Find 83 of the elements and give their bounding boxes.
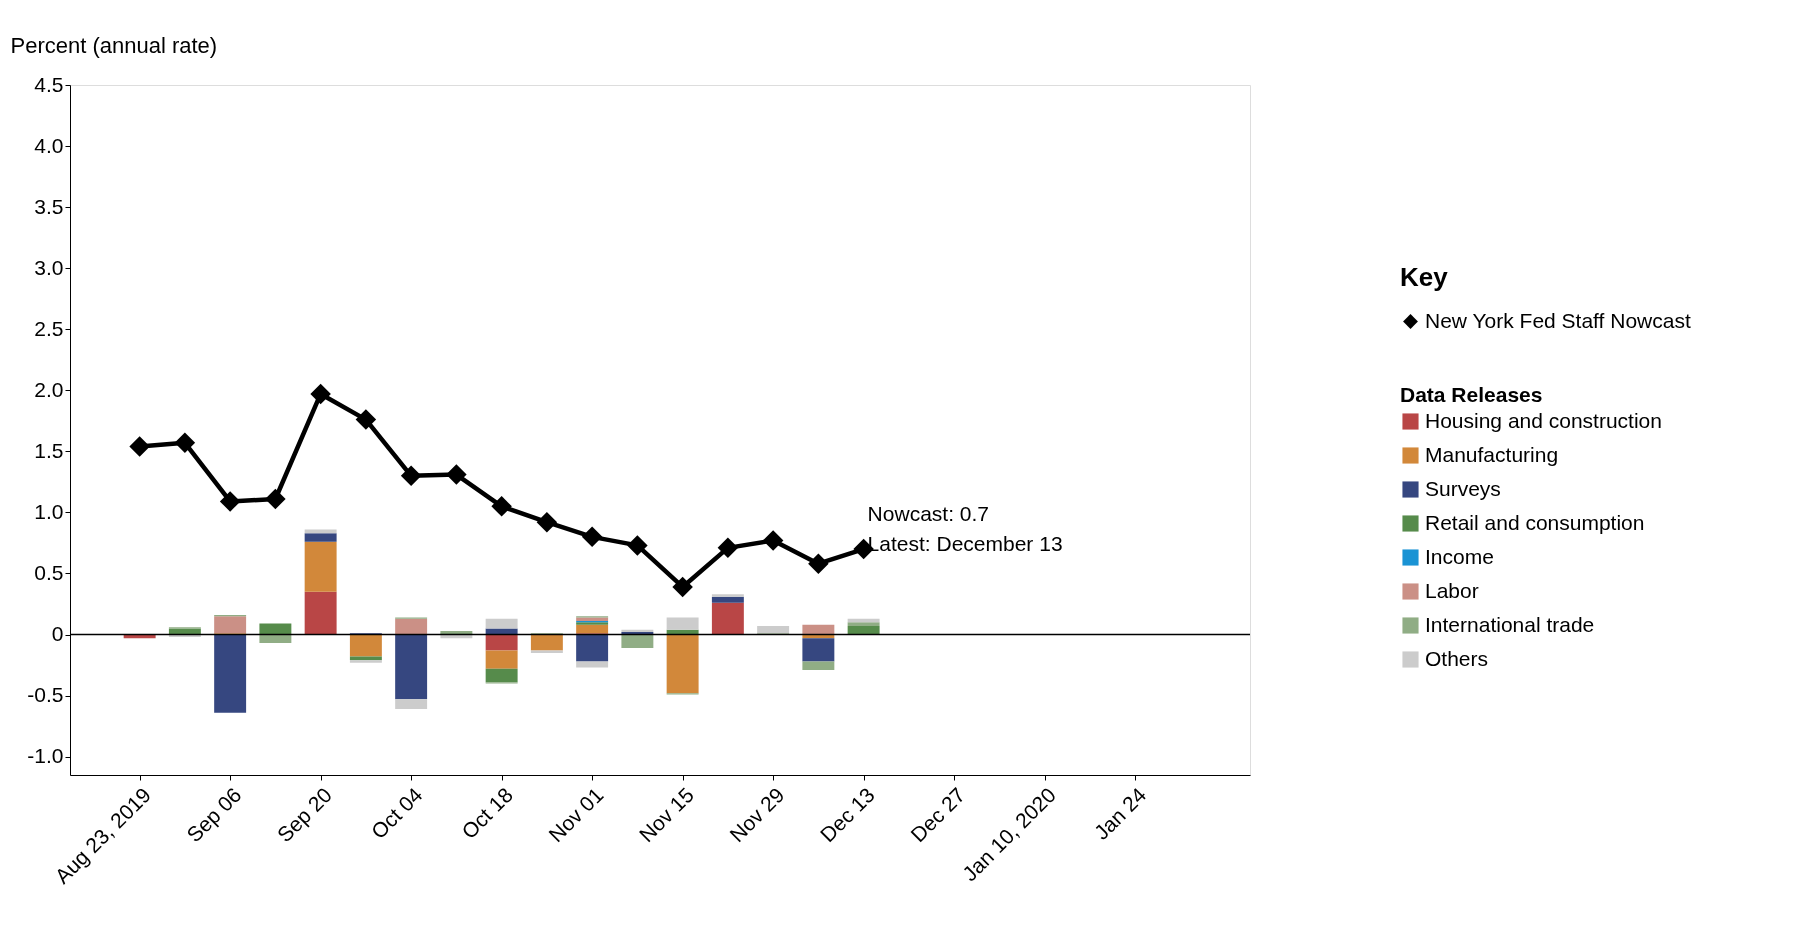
- point: [581, 526, 603, 548]
- y-tick-label: 2.5: [34, 316, 64, 340]
- bar: [666, 617, 699, 630]
- bar: [259, 634, 292, 644]
- bar: [259, 623, 292, 635]
- legend-label: Manufacturing: [1425, 442, 1559, 466]
- bar: [711, 602, 744, 635]
- y-tick-label: 0: [51, 622, 64, 646]
- x-tick-label: Sep 06: [182, 783, 246, 847]
- y-tick-label: 1.0: [34, 499, 64, 523]
- y-axis-title: Percent (annual rate): [10, 32, 218, 58]
- point: [129, 436, 150, 457]
- bar: [349, 660, 382, 663]
- legend-label: Labor: [1425, 578, 1479, 602]
- bar: [485, 634, 518, 651]
- bar: [214, 616, 247, 634]
- x-tick-label: Oct 18: [456, 783, 517, 844]
- point: [627, 535, 648, 556]
- bar: [304, 533, 337, 542]
- x-tick-label: Dec 13: [815, 783, 879, 847]
- bar: [621, 634, 654, 648]
- point: [174, 432, 196, 454]
- point: [310, 383, 331, 405]
- y-tick-label: 0.5: [34, 561, 64, 584]
- point: [808, 553, 829, 574]
- bar: [576, 634, 609, 662]
- y-tick-label: 3.0: [34, 255, 64, 279]
- y-tick-label: 3.5: [34, 194, 64, 218]
- legend-label: Surveys: [1425, 476, 1501, 500]
- bar: [349, 634, 382, 657]
- point: [400, 465, 422, 487]
- legend-label: International trade: [1425, 612, 1595, 636]
- point: [446, 464, 467, 485]
- bar: [802, 638, 835, 662]
- bar: [576, 624, 609, 634]
- bar: [395, 634, 428, 700]
- bar: [485, 650, 518, 669]
- point: [717, 537, 739, 559]
- x-tick-label: Nov 29: [725, 783, 789, 847]
- legend-label: Retail and consumption: [1425, 510, 1645, 534]
- bar: [530, 650, 563, 653]
- bar: [530, 634, 563, 651]
- bar: [666, 634, 699, 694]
- bar: [802, 661, 835, 670]
- y-tick-label: 2.0: [34, 377, 64, 401]
- bar: [711, 594, 744, 597]
- bar: [304, 591, 337, 635]
- y-tick-label: 4.0: [34, 133, 64, 157]
- bar: [802, 624, 835, 635]
- x-tick-label: Nov 15: [634, 783, 698, 847]
- y-tick-label: 1.5: [34, 438, 64, 462]
- bar: [576, 617, 609, 622]
- bar: [847, 622, 880, 627]
- bar: [395, 618, 428, 635]
- text: Data Releases: [1400, 383, 1543, 406]
- bar: [757, 626, 790, 634]
- bar: [711, 596, 744, 603]
- x-tick-label: Dec 27: [906, 783, 970, 847]
- point: [672, 576, 693, 598]
- point: [219, 491, 241, 512]
- y-tick-label: -1.0: [27, 744, 64, 768]
- y-tick-label: -0.5: [27, 683, 64, 707]
- bar: [214, 634, 247, 713]
- legend-label: Housing and construction: [1425, 408, 1662, 432]
- point: [355, 409, 377, 430]
- point: [265, 488, 286, 510]
- x-tick-label: Jan 24: [1089, 782, 1151, 844]
- x-tick-label: Oct 04: [366, 782, 427, 844]
- bar: [485, 618, 518, 629]
- legend-title: Key: [1400, 262, 1449, 292]
- legend-label: New York Fed Staff Nowcast: [1425, 308, 1691, 332]
- point: [536, 511, 558, 533]
- legend-label: Income: [1425, 544, 1494, 568]
- point: [491, 496, 512, 517]
- x-tick-label: Nov 01: [544, 783, 608, 847]
- x-tick-label: Sep 20: [272, 783, 336, 847]
- y-tick-label: 4.5: [34, 72, 64, 96]
- bar: [485, 668, 518, 683]
- bar: [304, 541, 337, 592]
- point: [762, 530, 784, 551]
- legend-label: Others: [1425, 646, 1489, 670]
- bar: [395, 699, 428, 710]
- bar: [576, 661, 609, 668]
